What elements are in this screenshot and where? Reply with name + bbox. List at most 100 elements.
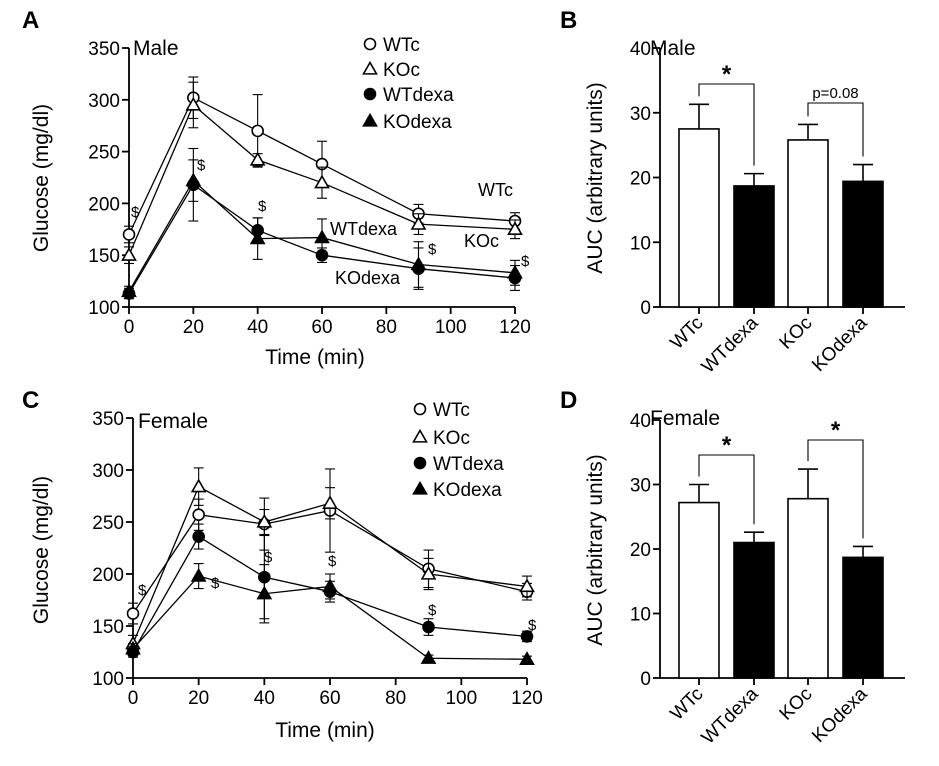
y-tick-label: 250	[88, 143, 120, 164]
bar-WTdexa	[733, 185, 775, 308]
data-point	[185, 96, 202, 111]
x-tick-label: 20	[183, 317, 204, 338]
series-WTc	[122, 76, 522, 244]
data-point	[121, 283, 137, 298]
significance-marker: $	[521, 253, 530, 270]
significance-label: *	[722, 61, 732, 88]
bar-KOdexa	[842, 556, 884, 679]
legend-marker	[413, 456, 427, 470]
data-point	[122, 228, 136, 241]
x-tick-label: WTdexa	[698, 683, 763, 748]
x-tick-label: WTc	[667, 684, 708, 725]
x-tick-label: WTdexa	[698, 312, 763, 377]
data-point	[256, 585, 273, 600]
data-point	[314, 229, 330, 244]
data-point	[192, 508, 205, 522]
series-line	[128, 179, 516, 292]
bar-WTc	[678, 501, 720, 679]
significance-marker: $	[197, 157, 206, 174]
significance-marker: $	[528, 617, 537, 634]
series-KOdexa	[125, 563, 535, 665]
legend-entry: WTdexa	[433, 454, 504, 475]
series-line	[132, 535, 528, 653]
x-tick-label: 60	[311, 317, 332, 338]
significance-label: p=0.08	[812, 85, 858, 102]
y-tick-label: 30	[630, 104, 651, 125]
legend: WTc KOc WTdexa KOdexa	[362, 35, 454, 133]
x-tick-label: 40	[254, 688, 275, 709]
data-point	[190, 478, 207, 493]
series-annotation: WTdexa	[330, 219, 398, 239]
y-tick-label: 200	[92, 565, 124, 586]
significance-marker: $	[138, 582, 147, 599]
x-axis-label: Time (min)	[275, 719, 375, 742]
data-point	[314, 174, 330, 189]
legend-entry: WTdexa	[383, 85, 454, 106]
chart-title: Male	[650, 37, 696, 60]
data-point	[190, 567, 207, 582]
y-tick-label: 20	[630, 540, 651, 561]
x-axis-label: Time (min)	[265, 346, 365, 369]
x-tick-label: 100	[445, 688, 477, 709]
series-KOc	[121, 81, 523, 265]
x-tick-label: WTc	[667, 313, 708, 354]
y-tick-label: 0	[640, 298, 651, 319]
data-point	[519, 578, 535, 593]
significance-bracket	[698, 454, 755, 525]
legend-entry: KOc	[383, 60, 420, 81]
data-point	[507, 264, 523, 279]
significance-marker: $	[264, 549, 273, 566]
y-tick-label: 250	[92, 513, 124, 534]
x-tick-label: 120	[511, 688, 543, 709]
bar-panel-D: D Female 0 10 20 30 40 AUC (arbitrary units) WTc…	[560, 387, 905, 749]
data-point	[251, 124, 264, 138]
x-tick-label: 0	[124, 317, 135, 338]
y-tick-label: 20	[630, 169, 651, 190]
data-point	[519, 651, 535, 665]
data-point	[256, 513, 273, 528]
series-line	[132, 509, 528, 614]
bar-WTdexa	[733, 541, 775, 679]
x-tick-label: 80	[376, 317, 397, 338]
series-annotation: WTc	[478, 180, 513, 200]
y-tick-label: 150	[88, 246, 120, 267]
series-line	[132, 575, 528, 660]
legend-entry: KOc	[433, 428, 470, 449]
legend-entry: WTc	[433, 400, 470, 421]
panel-label: D	[560, 387, 577, 414]
data-point	[422, 620, 435, 634]
bar-KOdexa	[842, 180, 884, 308]
legend-marker	[413, 402, 427, 416]
x-tick-label: 40	[247, 317, 268, 338]
x-tick-label: KOdexa	[808, 312, 872, 376]
x-tick-label: KOdexa	[808, 683, 872, 747]
significance-marker: $	[258, 198, 267, 215]
x-tick-label: 80	[385, 688, 406, 709]
significance-label: *	[722, 432, 732, 459]
y-tick-label: 40	[630, 411, 651, 432]
legend-entry: KOdexa	[383, 112, 452, 133]
chart-title: Male	[133, 37, 179, 60]
legend-marker	[363, 87, 377, 101]
legend-marker	[362, 60, 378, 75]
y-tick-label: 40	[630, 39, 651, 60]
series-KOdexa	[121, 159, 523, 298]
y-tick-label: 10	[630, 605, 651, 626]
y-tick-label: 150	[92, 617, 124, 638]
significance-bracket	[807, 102, 864, 157]
y-tick-label: 30	[630, 476, 651, 497]
data-point	[507, 221, 523, 235]
panel-label: C	[22, 387, 39, 414]
y-tick-label: 100	[92, 669, 124, 690]
data-point	[249, 151, 266, 166]
x-tick-label: 0	[128, 688, 139, 709]
data-point	[322, 578, 338, 593]
series-line	[132, 485, 528, 644]
bar-panel-B: B Male 0 10 20 30 40 AUC (arbitrary units) WTcWT…	[560, 7, 905, 378]
legend-marker	[362, 112, 378, 127]
y-tick-label: 300	[92, 461, 124, 482]
series-line	[128, 183, 516, 294]
significance-bracket	[698, 83, 755, 166]
bar-KOc	[787, 497, 829, 679]
